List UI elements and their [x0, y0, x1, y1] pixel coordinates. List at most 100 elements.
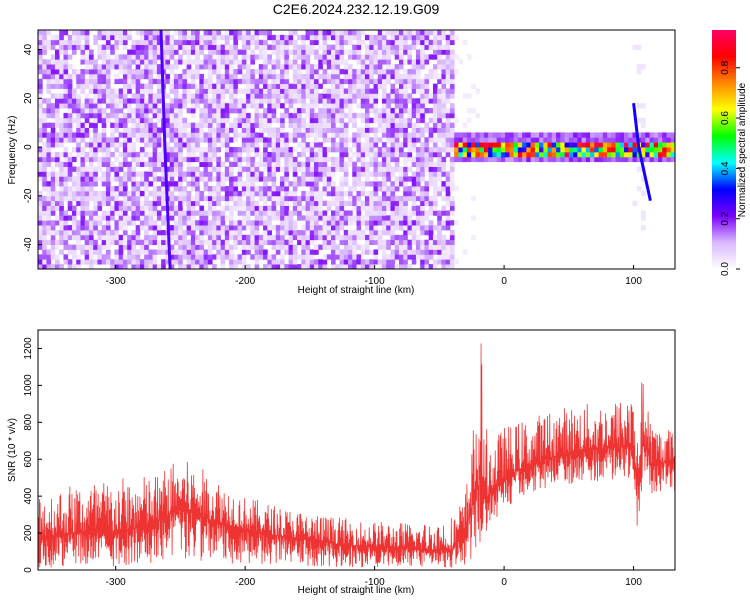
heatmap-cell [339, 161, 345, 167]
heatmap-cell [190, 103, 196, 109]
heatmap-cell [280, 225, 285, 231]
heatmap-cell [364, 220, 370, 226]
heatmap-cell [454, 259, 459, 265]
heatmap-cell [415, 30, 421, 36]
heatmap-cell [398, 200, 404, 206]
heatmap-cell [148, 83, 154, 89]
heatmap-cell [479, 147, 485, 153]
heatmap-cell [173, 195, 179, 202]
heatmap-cell [377, 195, 383, 202]
heatmap-cell [301, 225, 306, 231]
heatmap-cell [199, 205, 205, 211]
heatmap-cell [88, 215, 94, 221]
heatmap-cell [46, 83, 52, 89]
heatmap-cell [110, 176, 115, 182]
heatmap-cell [322, 127, 328, 133]
heatmap-cell [483, 137, 489, 143]
heatmap-cell [590, 142, 595, 148]
heatmap-cell [449, 161, 455, 167]
heatmap-cell [71, 108, 77, 114]
y-tick-label: 0 [23, 144, 34, 150]
heatmap-cell [322, 166, 328, 172]
heatmap-cell [394, 108, 400, 114]
heatmap-cell [280, 54, 285, 60]
heatmap-cell [118, 210, 124, 216]
heatmap-cell [496, 156, 502, 163]
heatmap-cell [398, 98, 404, 104]
heatmap-cell [67, 73, 73, 80]
heatmap-cell [212, 156, 217, 163]
heatmap-cell [356, 190, 362, 197]
heatmap-cell [216, 210, 222, 216]
heatmap-cell [415, 69, 421, 75]
heatmap-cell [173, 103, 179, 109]
heatmap-cell [288, 59, 294, 65]
heatmap-cell [326, 49, 332, 55]
heatmap-cell [390, 49, 396, 55]
heatmap-cell [131, 93, 137, 99]
heatmap-cell [339, 59, 345, 65]
heatmap-cell [331, 161, 336, 167]
heatmap-cell [369, 44, 374, 50]
heatmap-cell [394, 127, 400, 133]
heatmap-cell [360, 151, 366, 158]
heatmap-cell [666, 151, 672, 158]
heatmap-cell [271, 176, 277, 182]
heatmap-cell [212, 93, 217, 99]
heatmap-cell [343, 73, 349, 80]
heatmap-cell [522, 142, 527, 148]
heatmap-cell [76, 254, 81, 260]
heatmap-cell [428, 69, 434, 75]
heatmap-cell [275, 215, 281, 221]
heatmap-cell [297, 195, 302, 202]
heatmap-cell [314, 195, 319, 202]
heatmap-cell [220, 88, 226, 94]
x-tick-label: -300 [106, 577, 126, 588]
heatmap-cell [207, 244, 213, 250]
heatmap-cell [309, 88, 315, 94]
heatmap-cell [110, 34, 115, 41]
heatmap-cell [292, 64, 298, 70]
heatmap-cell [441, 122, 447, 128]
heatmap-cell [275, 44, 281, 50]
heatmap-cell [322, 69, 328, 75]
heatmap-cell [641, 190, 646, 197]
heatmap-cell [71, 176, 77, 182]
heatmap-cell [526, 156, 532, 163]
heatmap-cell [454, 132, 459, 138]
heatmap-cell [331, 59, 336, 65]
heatmap-cell [560, 147, 565, 153]
heatmap-cell [254, 44, 260, 50]
heatmap-cell [326, 117, 332, 124]
heatmap-cell [161, 166, 166, 172]
heatmap-cell [195, 254, 200, 260]
heatmap-cell [42, 181, 47, 187]
heatmap-cell [339, 83, 345, 89]
heatmap-cell [195, 49, 200, 55]
heatmap-cell [292, 108, 298, 114]
heatmap-cell [424, 142, 430, 148]
heatmap-cell [254, 205, 260, 211]
heatmap-cell [46, 210, 52, 216]
heatmap-cell [343, 210, 349, 216]
heatmap-cell [229, 259, 234, 265]
heatmap-cell [161, 156, 166, 163]
heatmap-cell [280, 117, 285, 124]
heatmap-cell [301, 39, 306, 46]
heatmap-cell [318, 151, 323, 158]
heatmap-cell [118, 108, 124, 114]
heatmap-cell [241, 254, 247, 260]
heatmap-cell [127, 78, 132, 85]
heatmap-cell [101, 229, 107, 236]
heatmap-cell [67, 112, 73, 119]
heatmap-cell [301, 127, 306, 133]
heatmap-cell [390, 147, 396, 153]
heatmap-cell [420, 254, 425, 260]
heatmap-cell [135, 205, 141, 211]
heatmap-cell [118, 112, 124, 119]
heatmap-cell [305, 249, 311, 255]
heatmap-cell [122, 220, 128, 226]
heatmap-cell [148, 73, 154, 80]
heatmap-cell [284, 156, 289, 163]
heatmap-cell [271, 39, 277, 46]
